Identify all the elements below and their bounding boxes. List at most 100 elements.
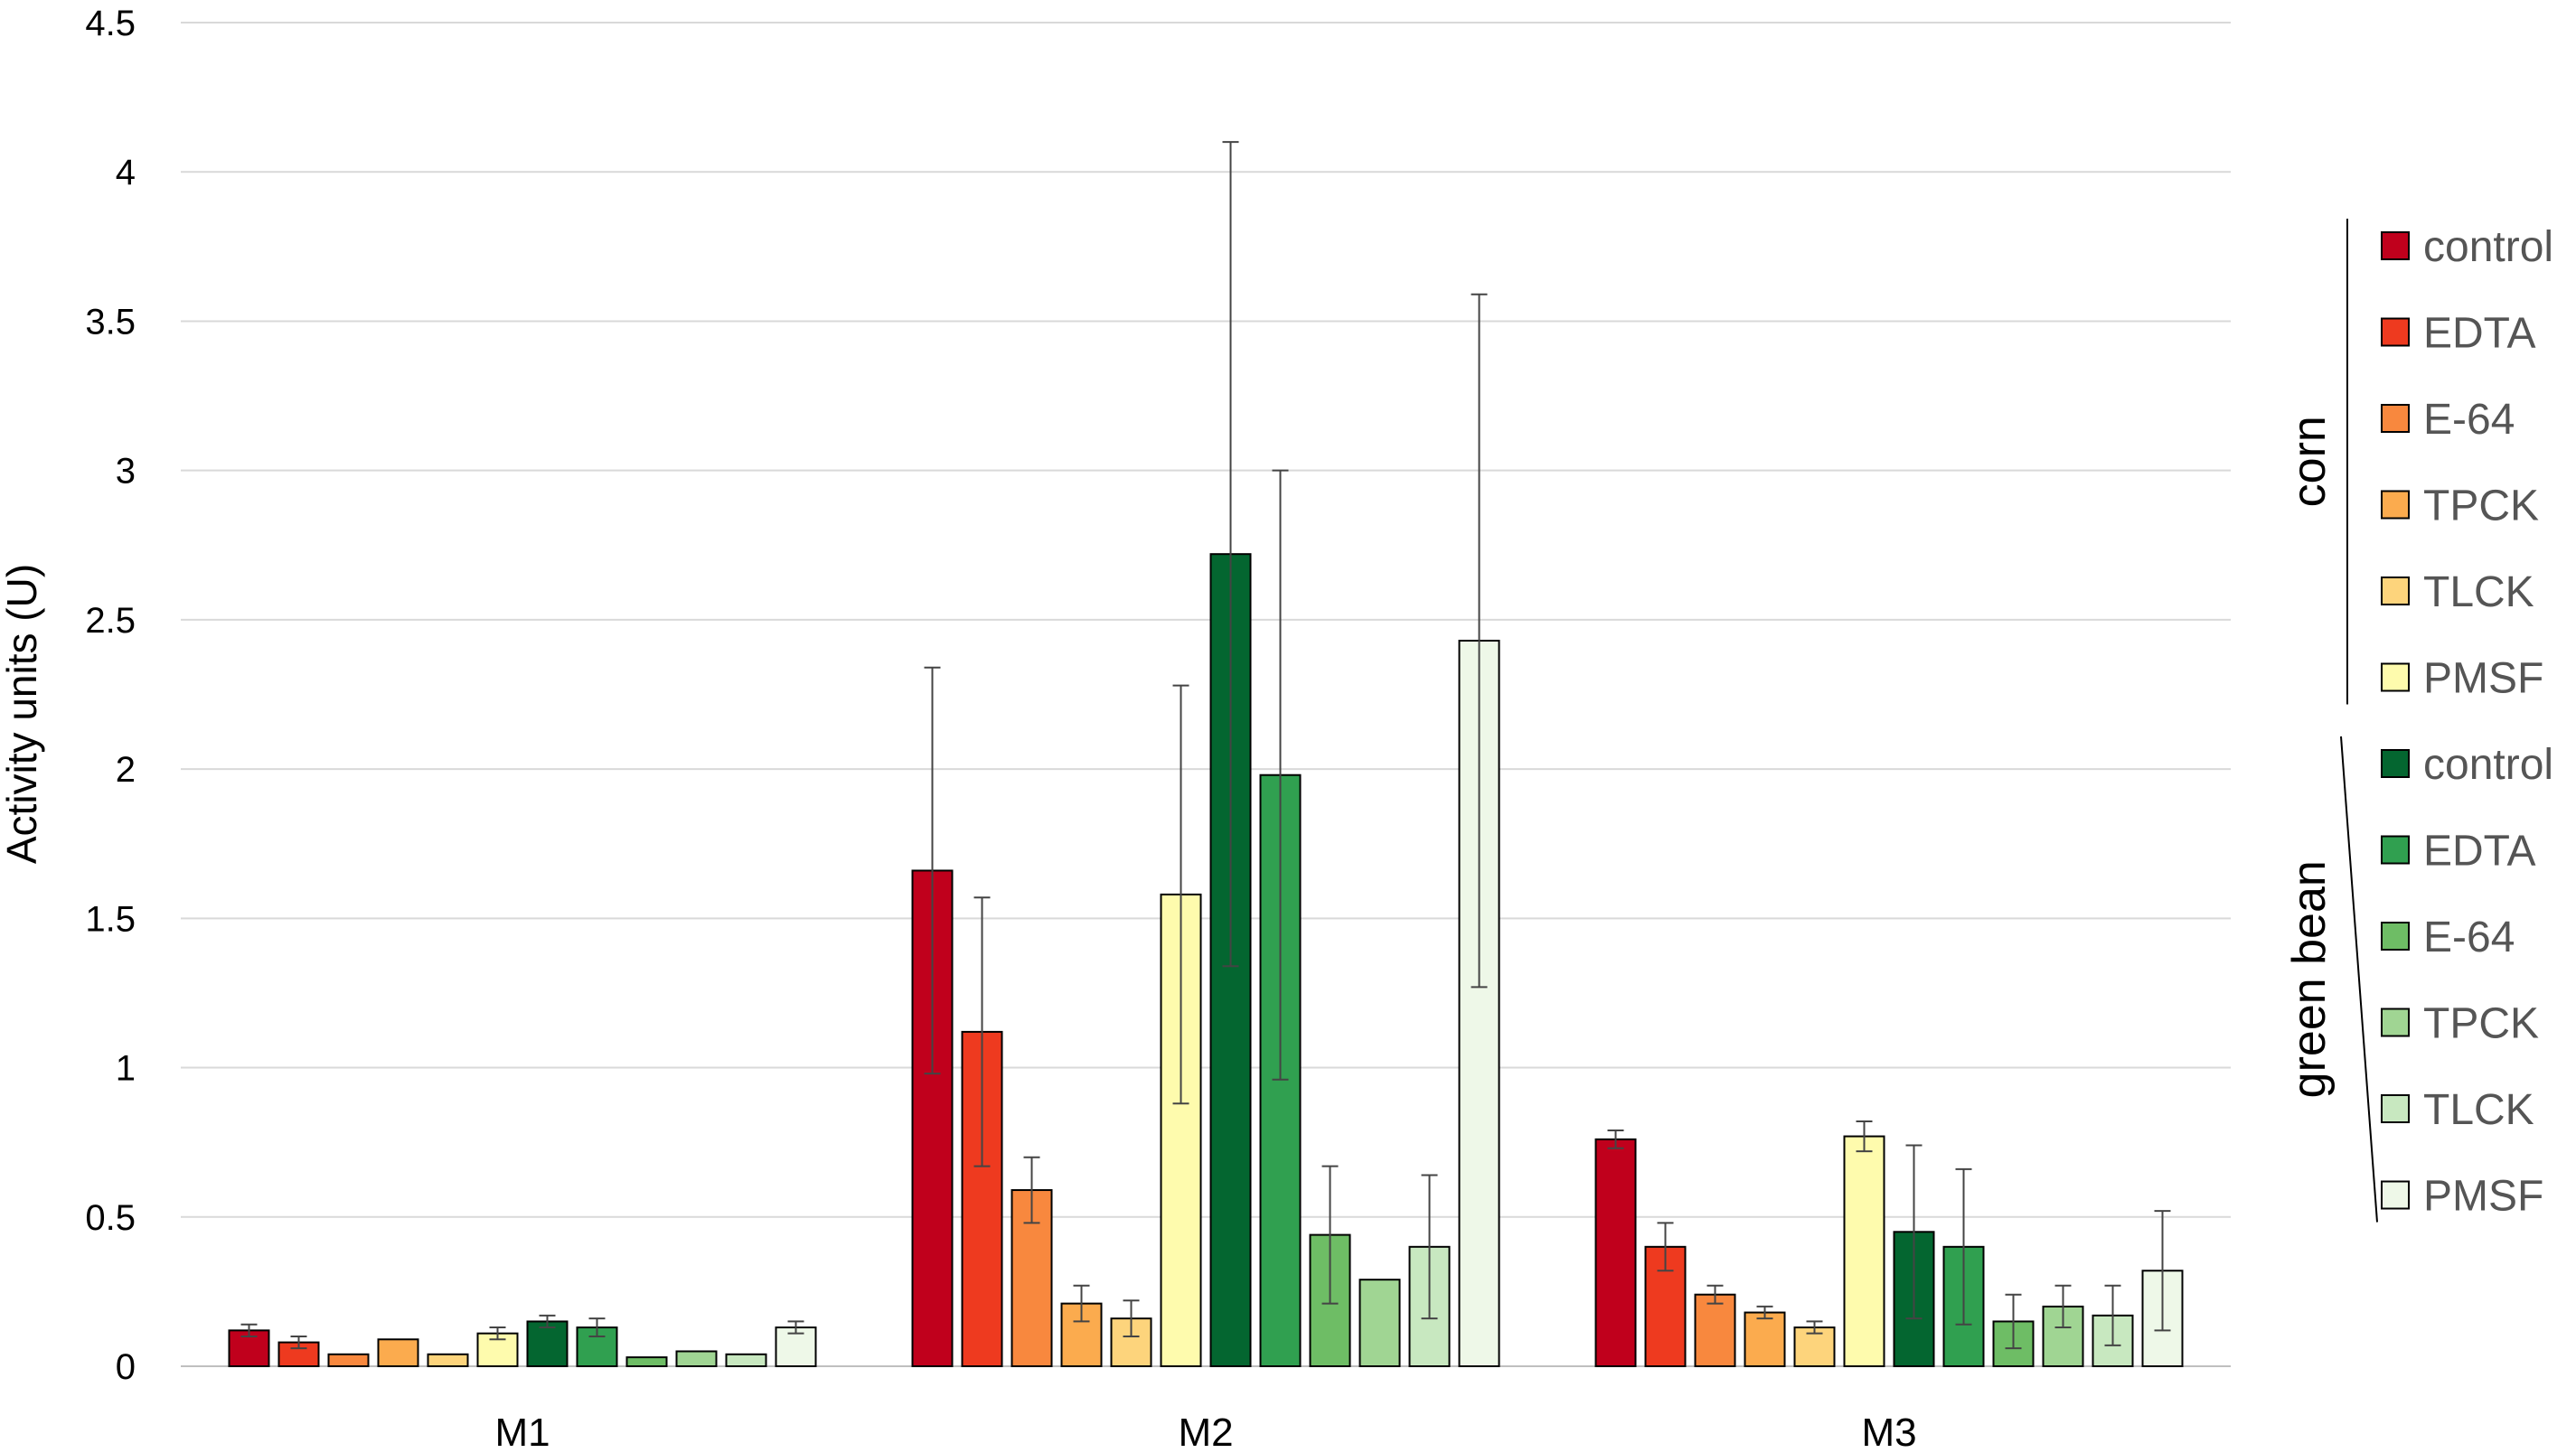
error-bar <box>1172 684 1189 1105</box>
legend-label: EDTA <box>2423 310 2535 358</box>
y-tick-label: 4.5 <box>85 4 136 43</box>
error-bar <box>1856 1120 1873 1153</box>
legend-group: green bean <box>2283 736 2378 1223</box>
legend: control EDTA E-64 TPCK TLCK PMSF control EDTA E-… <box>2283 219 2553 1223</box>
legend-label: E-64 <box>2423 914 2515 961</box>
error-bar <box>489 1326 506 1341</box>
error-bar <box>1955 1167 1972 1326</box>
bar <box>1843 1135 1885 1367</box>
error-bar <box>1073 1284 1090 1323</box>
legend-swatch <box>2381 1180 2410 1210</box>
legend-swatch <box>2381 577 2410 605</box>
x-category-labels: M1 M2 M3 <box>494 1411 1916 1453</box>
legend-item: EDTA <box>2381 828 2535 876</box>
error-bar <box>588 1317 606 1337</box>
error-bar <box>1272 469 1289 1081</box>
error-bar <box>1471 293 1488 989</box>
bar <box>1594 1138 1637 1367</box>
bar <box>327 1353 370 1368</box>
bar <box>377 1338 419 1368</box>
error-bar <box>1421 1174 1438 1320</box>
x-category-label: M3 <box>1861 1411 1916 1453</box>
bar <box>625 1356 668 1368</box>
bar <box>1060 1302 1103 1368</box>
legend-item: EDTA <box>2381 310 2535 358</box>
legend-label: EDTA <box>2423 828 2535 876</box>
y-tick-label: 4 <box>116 153 136 192</box>
legend-group-bracket <box>2340 736 2378 1223</box>
legend-item: TLCK <box>2381 1086 2534 1134</box>
y-tick-labels: 0 0.5 1 1.5 2 2.5 3 3.5 4 4.5 <box>85 4 136 1387</box>
legend-label: control <box>2423 741 2553 789</box>
error-bar <box>973 896 991 1167</box>
error-bar <box>1023 1156 1040 1224</box>
legend-swatch <box>2381 317 2410 347</box>
legend-label: PMSF <box>2423 655 2543 703</box>
legend-item: control <box>2381 223 2553 271</box>
error-bar <box>2054 1284 2072 1329</box>
error-bar <box>1607 1129 1624 1149</box>
bar <box>526 1320 569 1368</box>
error-bar <box>290 1335 307 1350</box>
legend-label: TLCK <box>2423 568 2534 616</box>
y-tick-label: 2.5 <box>85 601 136 641</box>
legend-label: E-64 <box>2423 396 2515 444</box>
legend-group: corn <box>2283 219 2348 705</box>
legend-item: E-64 <box>2381 914 2515 961</box>
error-bar <box>1123 1299 1140 1337</box>
bar <box>476 1332 519 1368</box>
legend-item: E-64 <box>2381 396 2515 444</box>
bar <box>961 1030 1003 1367</box>
legend-swatch <box>2381 490 2410 520</box>
legend-label: control <box>2423 223 2553 271</box>
bar <box>675 1350 718 1368</box>
x-category-label: M1 <box>494 1411 550 1453</box>
y-tick-label: 0 <box>116 1347 136 1387</box>
legend-label: PMSF <box>2423 1173 2543 1221</box>
legend-item: TLCK <box>2381 568 2534 616</box>
error-bar <box>1657 1222 1674 1272</box>
legend-group-label: green bean <box>2283 860 2336 1098</box>
bars <box>228 553 2184 1368</box>
legend-item: TPCK <box>2381 483 2539 530</box>
legend-swatch <box>2381 835 2410 865</box>
y-axis-label: Activity units (U) <box>0 564 45 864</box>
error-bar <box>1321 1165 1339 1305</box>
y-tick-label: 3.5 <box>85 302 136 342</box>
bar <box>1744 1311 1786 1368</box>
bar <box>725 1353 767 1368</box>
legend-item: control <box>2381 741 2553 789</box>
error-bar <box>787 1320 804 1335</box>
y-tick-label: 1 <box>116 1049 136 1089</box>
bar <box>427 1353 469 1368</box>
y-tick-label: 0.5 <box>85 1198 136 1238</box>
legend-label: TLCK <box>2423 1086 2534 1134</box>
gridlines <box>181 22 2231 1367</box>
y-tick-label: 3 <box>116 452 136 492</box>
error-bar <box>1806 1320 1823 1335</box>
error-bar <box>1706 1284 1724 1305</box>
error-bar <box>924 666 941 1075</box>
error-bar <box>2154 1210 2171 1332</box>
legend-item: PMSF <box>2381 1173 2543 1221</box>
x-category-label: M2 <box>1178 1411 1233 1453</box>
bar <box>1694 1293 1736 1368</box>
error-bar <box>2005 1293 2022 1350</box>
error-bar <box>240 1323 258 1337</box>
error-bar <box>1222 141 1239 968</box>
legend-label: TPCK <box>2423 483 2539 530</box>
error-bar <box>2104 1284 2121 1346</box>
bar <box>1359 1279 1401 1368</box>
legend-swatch <box>2381 662 2410 692</box>
error-bars <box>240 141 2171 1350</box>
legend-swatch <box>2381 404 2410 433</box>
legend-group-label: corn <box>2283 416 2336 507</box>
legend-item: PMSF <box>2381 655 2543 703</box>
legend-label: TPCK <box>2423 1000 2539 1048</box>
y-tick-label: 1.5 <box>85 899 136 939</box>
error-bar <box>539 1314 556 1329</box>
legend-swatch <box>2381 1094 2410 1123</box>
legend-swatch <box>2381 231 2410 260</box>
legend-swatch <box>2381 922 2410 951</box>
